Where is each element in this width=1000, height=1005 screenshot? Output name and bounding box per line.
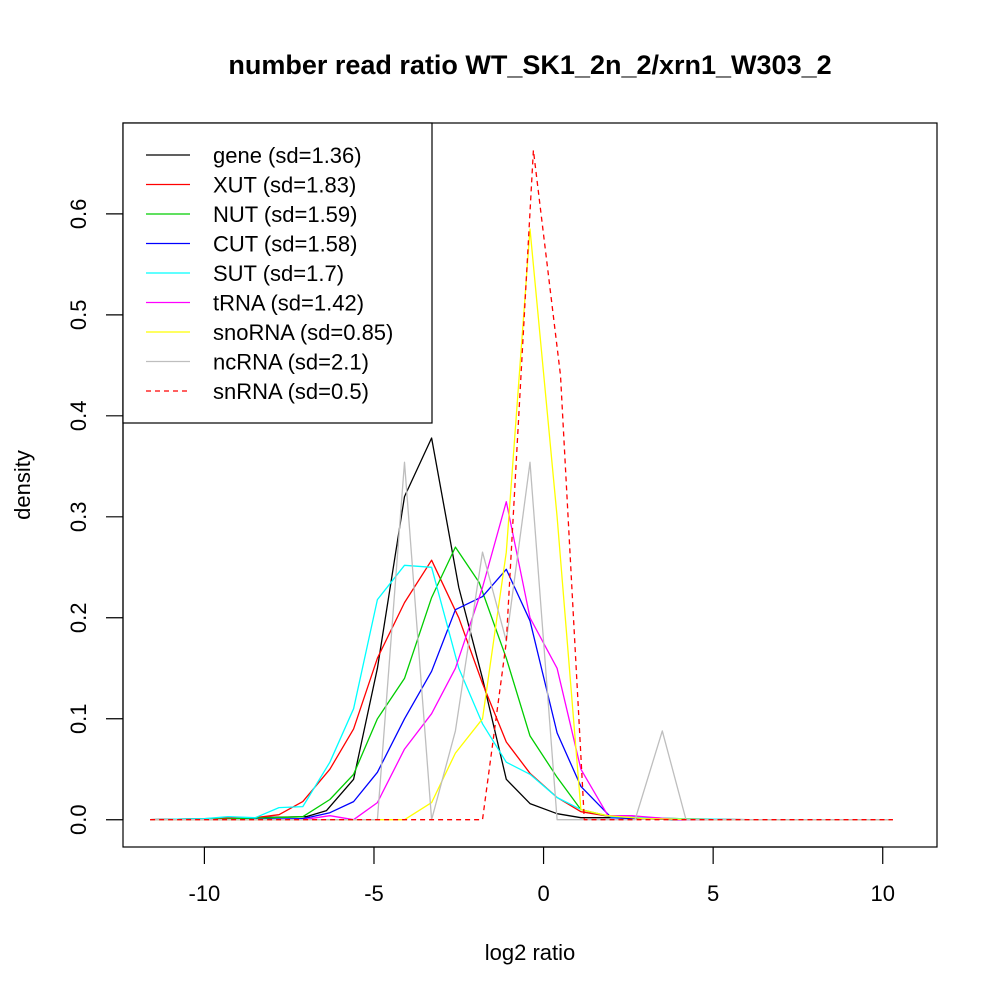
y-axis: 0.0 0.1 0.2 0.3 0.4 0.5 0.6: [66, 199, 124, 835]
x-tick-label: -5: [364, 881, 384, 906]
series-line-2: [150, 546, 893, 821]
series-line-5: [150, 501, 893, 821]
legend-label: tRNA (sd=1.42): [213, 291, 364, 316]
y-axis-label: density: [10, 450, 35, 520]
legend-label: SUT (sd=1.7): [213, 261, 344, 286]
x-tick-label: -10: [189, 881, 221, 906]
y-tick-label: 0.2: [66, 602, 91, 633]
series-layer: [150, 149, 893, 821]
legend: gene (sd=1.36) XUT (sd=1.83) NUT (sd=1.59)…: [122, 122, 433, 424]
x-tick-label: 0: [537, 881, 549, 906]
y-tick-label: 0.0: [66, 804, 91, 835]
y-tick-label: 0.4: [66, 401, 91, 432]
legend-label: snRNA (sd=0.5): [213, 379, 369, 404]
series-line-7: [150, 461, 893, 821]
y-tick-label: 0.3: [66, 502, 91, 533]
y-tick-label: 0.6: [66, 199, 91, 230]
x-tick-label: 10: [870, 881, 894, 906]
x-tick-label: 5: [707, 881, 719, 906]
chart-title: number read ratio WT_SK1_2n_2/xrn1_W303_…: [228, 50, 831, 80]
y-tick-label: 0.5: [66, 300, 91, 331]
legend-label: CUT (sd=1.58): [213, 232, 357, 257]
x-axis: -10 -5 0 5 10: [189, 846, 895, 906]
x-axis-label: log2 ratio: [485, 940, 576, 965]
legend-label: snoRNA (sd=0.85): [213, 320, 393, 345]
series-line-1: [150, 559, 893, 821]
legend-label: NUT (sd=1.59): [213, 202, 357, 227]
legend-label: XUT (sd=1.83): [213, 173, 356, 198]
legend-label: ncRNA (sd=2.1): [213, 350, 369, 375]
series-line-3: [150, 568, 893, 821]
legend-label: gene (sd=1.36): [213, 143, 362, 168]
y-tick-label: 0.1: [66, 703, 91, 734]
